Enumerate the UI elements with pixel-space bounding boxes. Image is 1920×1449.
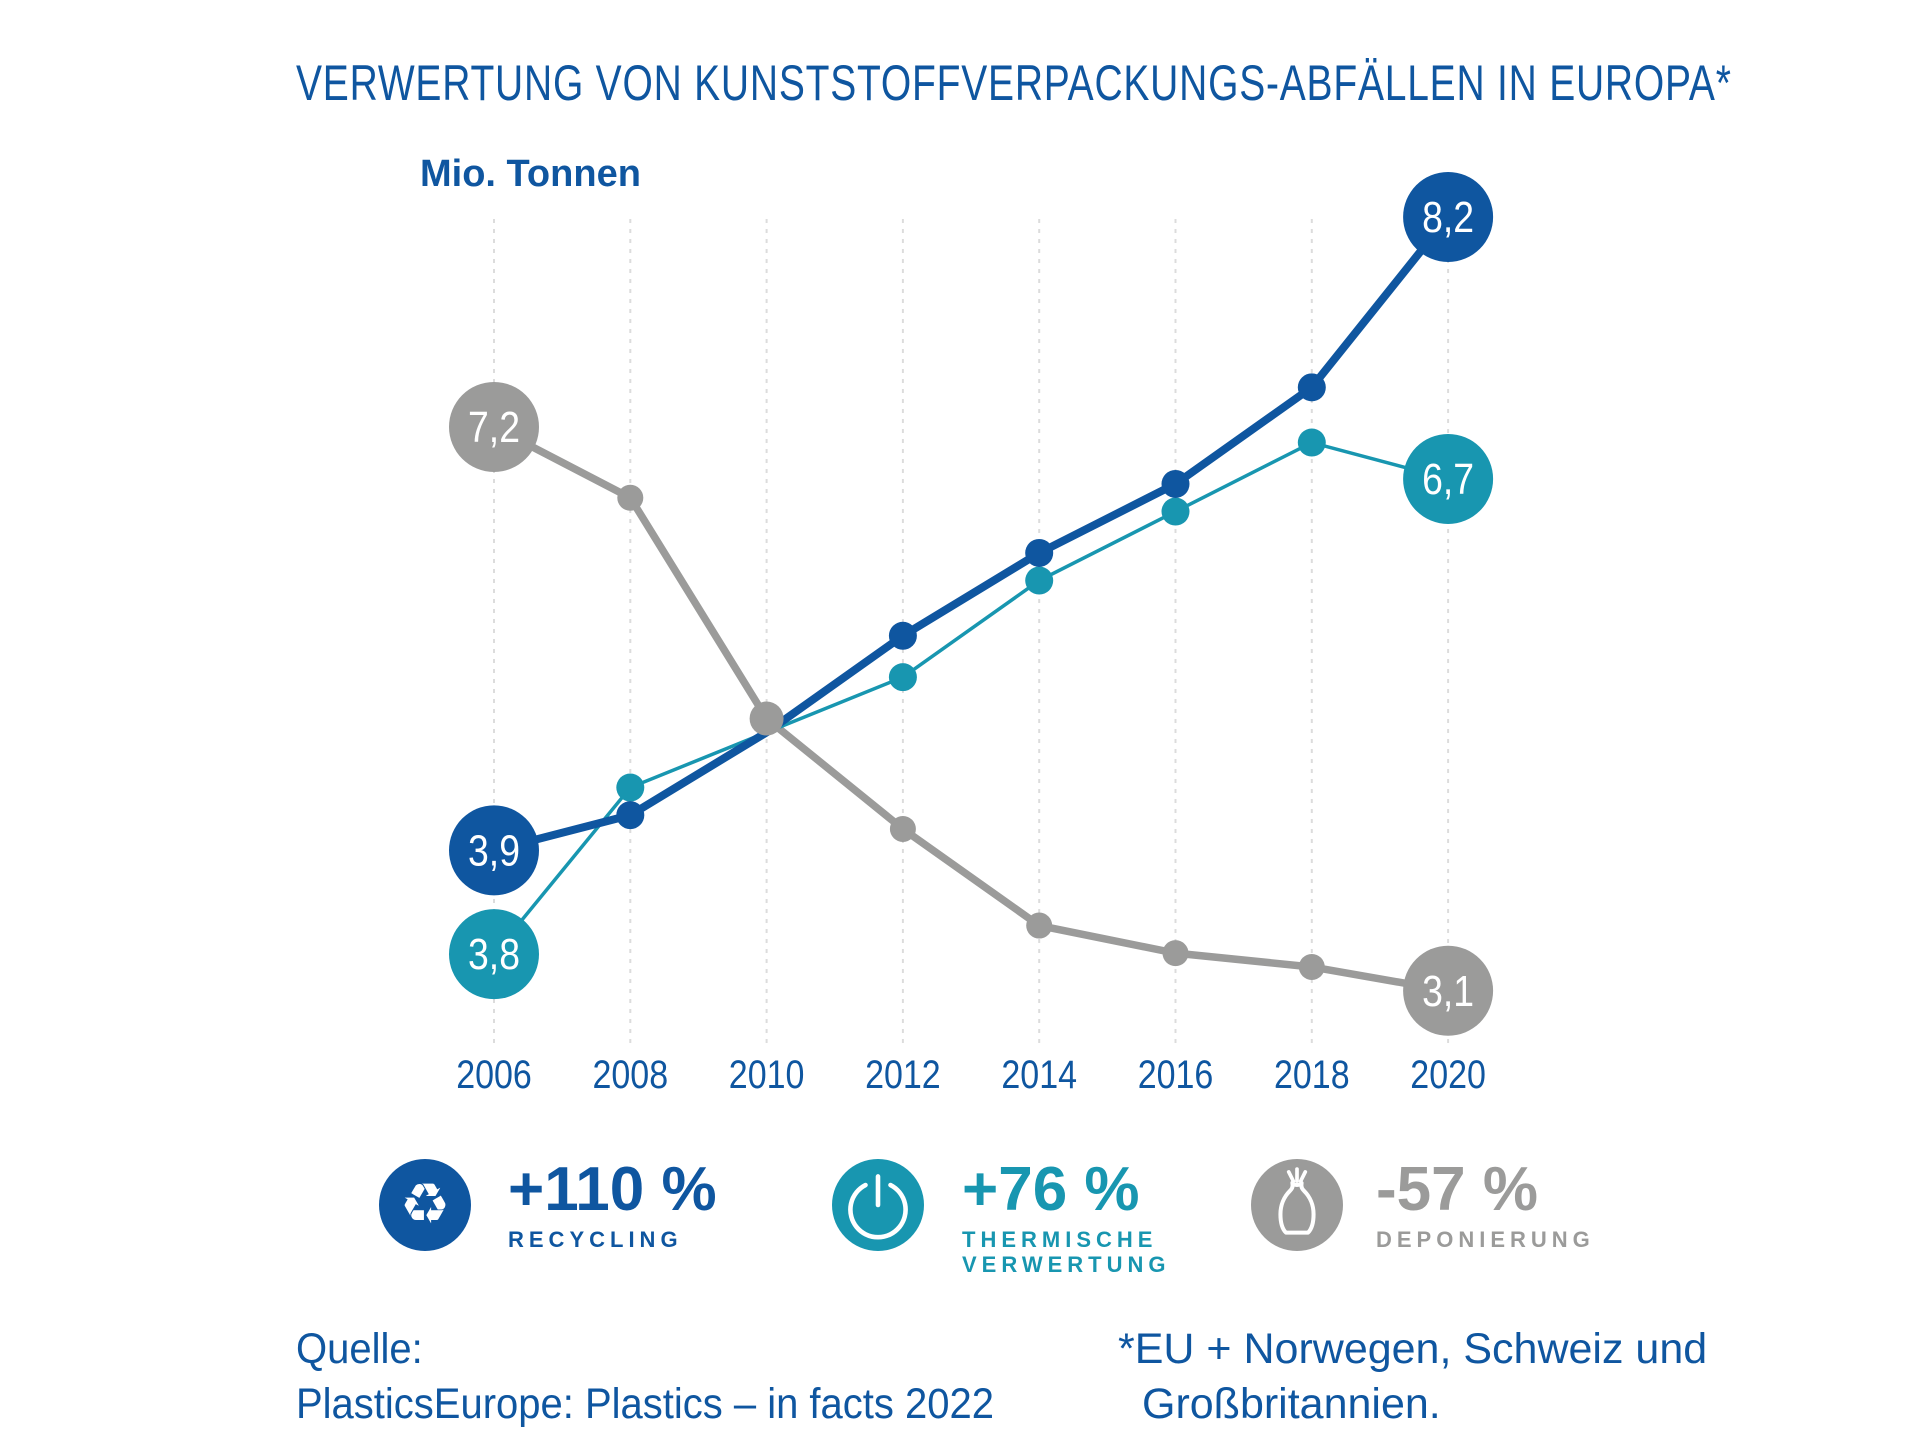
recycling-icon: ♻ [379,1159,471,1251]
value-bubble-label: 8,2 [1422,192,1474,242]
data-point-recycling [1297,373,1326,402]
data-point-deponierung [749,701,784,736]
legend-text-recycling: +110 % RECYCLING [508,1155,717,1253]
chart-title: VERWERTUNG VON KUNSTSTOFFVERPACKUNGS-ABF… [296,55,1732,111]
data-point-deponierung [889,815,916,842]
y-axis-unit-label: Mio. Tonnen [420,153,641,195]
data-point-thermische-verwertung [1161,497,1190,526]
footnote-line1: *EU + Norwegen, Schweiz und [1118,1325,1708,1373]
x-axis-label: 2008 [592,1051,668,1096]
value-bubble-recycling [449,805,539,896]
value-bubble-label: 3,8 [468,929,520,979]
legend-text-landfill: -57 % DEPONIERUNG [1376,1155,1595,1253]
data-point-thermische-verwertung [616,773,645,802]
value-bubble-label: 3,9 [468,825,520,875]
data-point-thermische-verwertung [1025,566,1054,595]
footnote: *EU + Norwegen, Schweiz und Großbritanni… [1118,1322,1707,1432]
x-axis-label: 2018 [1274,1051,1350,1096]
power-icon-svg [848,1174,908,1240]
line-chart: 2006 2008 2010 2012 2014 2016 2018 2020 3,9 8,2 3,… [449,171,1494,1097]
value-bubble-label: 6,7 [1422,454,1474,504]
x-axis-label: 2016 [1138,1051,1214,1096]
x-axis-label: 2006 [456,1051,532,1096]
legend-value: -57 % [1376,1155,1538,1224]
data-point-thermische-verwertung [888,663,917,692]
x-axis-label: 2020 [1410,1051,1486,1096]
legend-label-line1: RECYCLING [508,1227,683,1252]
data-point-deponierung [1298,953,1325,980]
x-axis-label: 2010 [729,1051,805,1096]
legend-label-line1: DEPONIERUNG [1376,1227,1595,1252]
value-bubble-label: 3,1 [1422,966,1474,1016]
value-bubble-thermische-verwertung [1403,433,1494,524]
value-bubble-deponierung [1403,945,1494,1036]
value-bubble-deponierung [449,381,539,472]
trash-bag-icon [1251,1159,1343,1251]
data-point-recycling [1161,469,1190,498]
source-text: PlasticsEurope: Plastics – in facts 2022 [296,1380,994,1428]
data-point-deponierung [1026,912,1053,939]
data-point-recycling [1025,538,1054,567]
legend-item-thermal: +76 % THERMISCHE VERWERTUNG [832,1159,1171,1277]
data-point-deponierung [617,484,644,511]
legend-item-recycling: ♻ +110 % RECYCLING [379,1159,717,1252]
recycling-glyph: ♻ [399,1172,451,1237]
data-point-recycling [888,621,917,650]
series-line-deponierung [492,423,1449,995]
legend-label: RECYCLING [508,1227,717,1252]
legend-value: +76 % [962,1155,1140,1224]
legend-label-line2: VERWERTUNG [962,1252,1171,1277]
series-line-recycling [492,214,1452,855]
legend-value: +110 % [508,1155,717,1224]
value-bubble-recycling [1403,171,1494,262]
source-label: Quelle: [296,1325,423,1373]
legend-label: DEPONIERUNG [1376,1227,1595,1252]
data-point-deponierung [1162,940,1189,967]
legend-label-line1: THERMISCHE [962,1227,1158,1252]
data-point-thermische-verwertung [1297,428,1326,457]
legend-text-thermal: +76 % THERMISCHE VERWERTUNG [962,1155,1171,1278]
value-bubble-label: 7,2 [468,402,520,452]
power-icon [832,1159,924,1251]
trash-bag-icon-svg [1278,1167,1316,1235]
x-axis-label: 2014 [1001,1051,1077,1096]
value-bubble-thermische-verwertung [449,909,539,1000]
series-line-thermische-verwertung [492,440,1449,956]
x-axis-label: 2012 [865,1051,941,1096]
legend-label: THERMISCHE VERWERTUNG [962,1227,1171,1277]
footnote-line2: Großbritannien. [1142,1380,1441,1428]
legend-item-landfill: -57 % DEPONIERUNG [1251,1159,1595,1252]
source-note: Quelle: PlasticsEurope: Plastics – in fa… [296,1322,994,1432]
data-point-recycling [616,801,645,830]
